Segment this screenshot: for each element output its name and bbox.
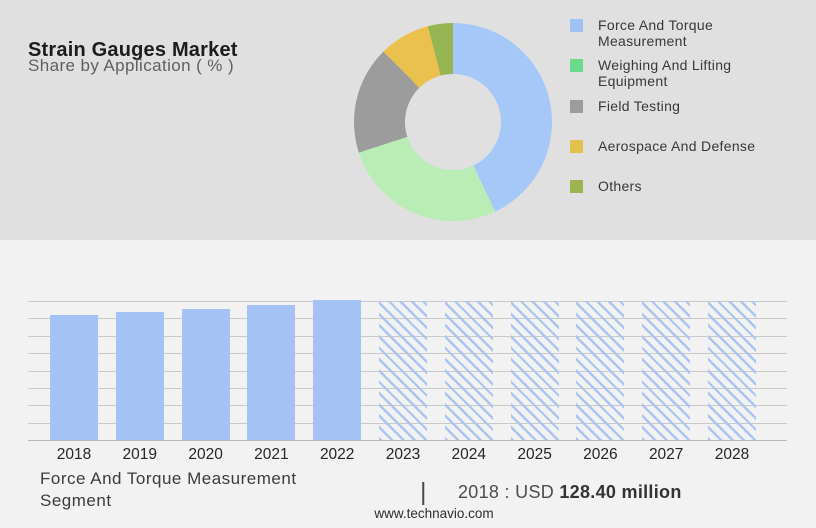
x-axis-label-2018: 2018 <box>56 446 92 463</box>
legend-label: Aerospace And Defense <box>598 138 756 154</box>
donut-hole <box>405 74 501 170</box>
bar-2021 <box>247 305 296 440</box>
forecast-bar-2025 <box>510 301 559 440</box>
bar-2020 <box>181 309 230 440</box>
segment-label-line1: Force And Torque Measurement <box>40 469 297 488</box>
x-axis-label-2025: 2025 <box>517 446 552 463</box>
forecast-bar-2023 <box>379 301 427 440</box>
x-axis-label-2019: 2019 <box>122 446 158 463</box>
stat-value: 128.40 million <box>559 482 682 502</box>
forecast-bar-2026 <box>576 301 625 440</box>
legend-swatch <box>570 140 583 153</box>
stat-divider: | <box>420 478 427 506</box>
legend-swatch <box>570 59 583 72</box>
share-section: Strain Gauges Market Share by Applicatio… <box>0 0 816 240</box>
x-axis-label-2028: 2028 <box>714 446 750 463</box>
x-axis-label-2024: 2024 <box>451 446 487 463</box>
legend-item: Weighing And Lifting Equipment <box>570 57 732 89</box>
donut-chart <box>354 23 552 221</box>
bar-2018 <box>50 315 98 440</box>
page-subtitle: Share by Application ( % ) <box>28 56 234 75</box>
legend-label: Force And Torque Measurement <box>598 17 714 49</box>
legend-item: Force And Torque Measurement <box>570 17 714 49</box>
legend-item: Aerospace And Defense <box>570 138 756 155</box>
base-year-stat: 2018 : USD 128.40 million <box>458 482 682 503</box>
segment-label: Force And Torque Measurement Segment <box>40 468 297 511</box>
legend-swatch <box>570 100 583 113</box>
page-title: Strain Gauges Market <box>28 39 238 62</box>
bar-2019 <box>115 312 164 440</box>
forecast-bar-2027 <box>642 301 691 440</box>
x-axis-label-2023: 2023 <box>385 446 421 463</box>
forecast-bar-2028 <box>708 301 756 440</box>
legend-label: Others <box>598 178 642 194</box>
legend-label: Weighing And Lifting Equipment <box>598 57 732 89</box>
segment-label-line2: Segment <box>40 490 112 510</box>
donut-legend: Force And Torque Measurement Weighing And … <box>570 0 810 240</box>
x-axis-label-2020: 2020 <box>188 446 223 463</box>
legend-swatch <box>570 180 583 193</box>
website-link[interactable]: www.technavio.com <box>374 506 494 521</box>
segment-section: 2018 2019 2020 2021 2022 2023 2024 2025 2026 2027… <box>0 240 816 528</box>
x-axis-label-2022: 2022 <box>319 446 355 463</box>
forecast-bar-2024 <box>444 301 493 440</box>
x-axis-label-2021: 2021 <box>254 446 289 463</box>
stat-prefix: 2018 : USD <box>458 482 560 502</box>
legend-label: Field Testing <box>598 98 681 114</box>
gridline <box>28 440 787 441</box>
bar-2022 <box>313 300 362 440</box>
legend-item: Others <box>570 178 642 195</box>
x-axis-label-2027: 2027 <box>648 446 684 463</box>
x-axis-label-2026: 2026 <box>583 446 618 463</box>
legend-swatch <box>570 19 583 32</box>
legend-item: Field Testing <box>570 98 681 115</box>
